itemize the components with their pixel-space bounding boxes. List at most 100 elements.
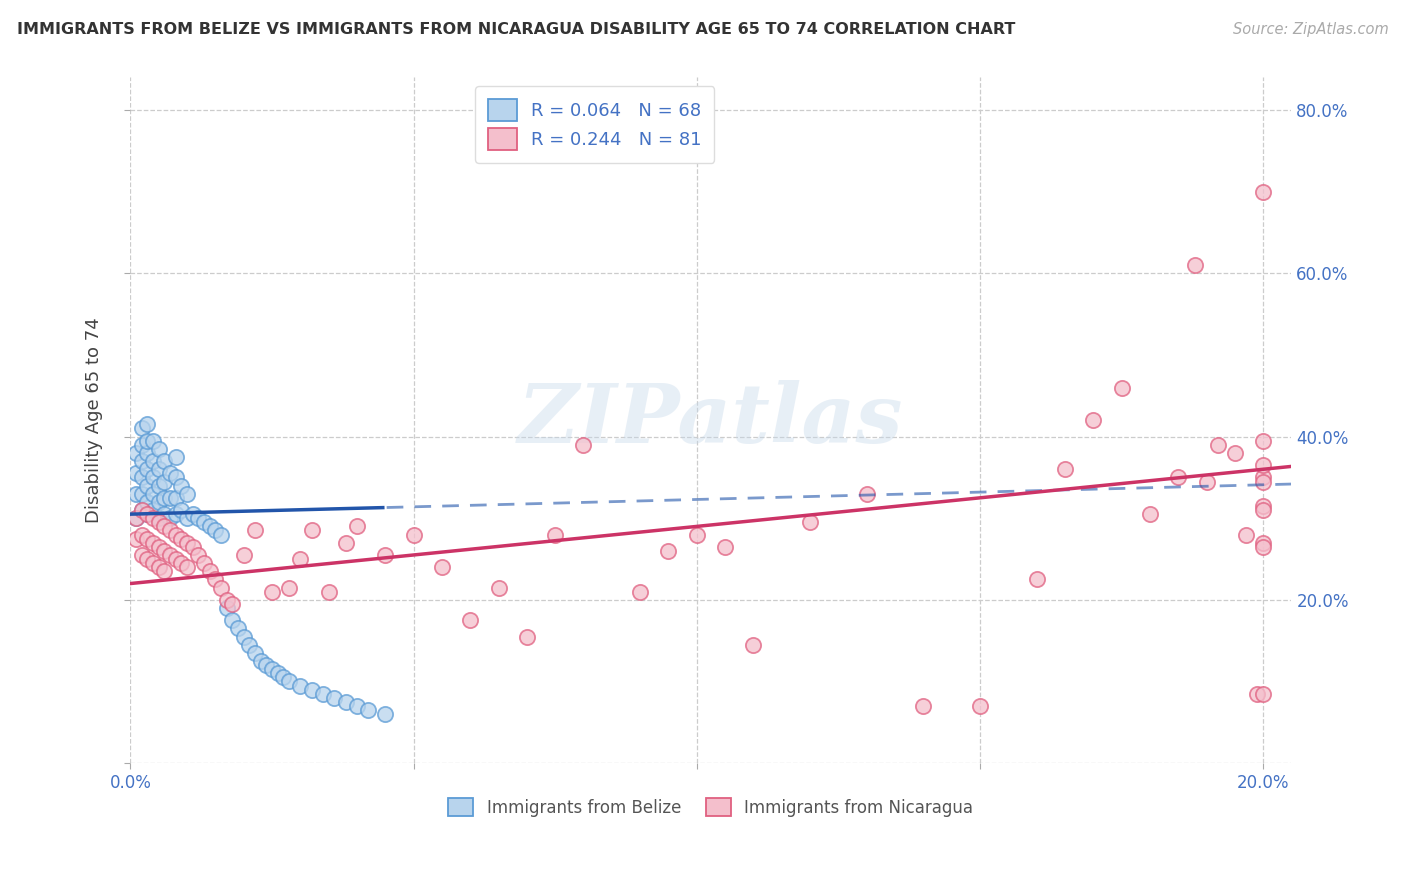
Point [165, 552, 187, 566]
Point [148, 478, 170, 492]
Point [136, 507, 159, 521]
Point [131, 470, 153, 484]
Point [254, 658, 277, 673]
Point [1246, 687, 1268, 701]
Text: Source: ZipAtlas.com: Source: ZipAtlas.com [1233, 22, 1389, 37]
Point [430, 560, 453, 574]
Point [193, 516, 215, 530]
Point [125, 511, 148, 525]
Point [142, 556, 165, 570]
Point [136, 552, 159, 566]
Point [374, 707, 396, 722]
Point [346, 519, 368, 533]
Point [136, 462, 159, 476]
Point [1251, 470, 1274, 484]
Point [374, 548, 396, 562]
Point [181, 540, 204, 554]
Point [187, 511, 209, 525]
Point [142, 511, 165, 525]
Point [148, 511, 170, 525]
Point [153, 507, 176, 521]
Point [458, 613, 481, 627]
Point [544, 527, 567, 541]
Point [1223, 446, 1246, 460]
Point [131, 421, 153, 435]
Point [136, 495, 159, 509]
Point [131, 454, 153, 468]
Point [142, 487, 165, 501]
Point [1053, 462, 1076, 476]
Point [1251, 540, 1274, 554]
Point [131, 548, 153, 562]
Point [1184, 258, 1206, 272]
Point [1195, 475, 1218, 489]
Point [159, 548, 181, 562]
Point [125, 487, 148, 501]
Point [131, 527, 153, 541]
Point [198, 519, 221, 533]
Point [125, 511, 148, 525]
Point [153, 475, 176, 489]
Point [1083, 413, 1105, 427]
Point [1139, 507, 1161, 521]
Point [142, 470, 165, 484]
Point [742, 638, 765, 652]
Point [290, 552, 312, 566]
Point [271, 670, 294, 684]
Point [159, 491, 181, 505]
Point [1251, 499, 1274, 513]
Point [714, 540, 737, 554]
Point [323, 690, 346, 705]
Point [290, 679, 312, 693]
Point [1025, 573, 1047, 587]
Point [243, 524, 266, 538]
Point [278, 674, 301, 689]
Point [170, 478, 193, 492]
Point [657, 544, 679, 558]
Point [170, 503, 193, 517]
Point [260, 584, 283, 599]
Point [238, 638, 260, 652]
Point [165, 450, 187, 464]
Point [125, 532, 148, 546]
Point [1251, 434, 1274, 448]
Point [799, 516, 821, 530]
Point [628, 584, 651, 599]
Point [301, 682, 323, 697]
Point [243, 646, 266, 660]
Point [165, 470, 187, 484]
Point [221, 597, 243, 611]
Point [142, 434, 165, 448]
Point [209, 581, 232, 595]
Point [153, 544, 176, 558]
Point [159, 524, 181, 538]
Point [1251, 503, 1274, 517]
Point [148, 495, 170, 509]
Point [176, 487, 198, 501]
Point [335, 695, 357, 709]
Point [148, 540, 170, 554]
Point [170, 556, 193, 570]
Point [260, 662, 283, 676]
Point [209, 527, 232, 541]
Point [153, 491, 176, 505]
Point [153, 564, 176, 578]
Point [153, 454, 176, 468]
Point [1234, 527, 1257, 541]
Point [165, 527, 187, 541]
Text: ZIPatlas: ZIPatlas [519, 380, 904, 460]
Point [204, 573, 226, 587]
Point [1167, 470, 1189, 484]
Point [266, 666, 288, 681]
Point [159, 467, 181, 481]
Point [318, 584, 340, 599]
Point [170, 532, 193, 546]
Point [181, 507, 204, 521]
Point [198, 564, 221, 578]
Point [131, 438, 153, 452]
Point [1206, 438, 1229, 452]
Point [136, 446, 159, 460]
Point [402, 527, 425, 541]
Point [136, 507, 159, 521]
Point [855, 487, 877, 501]
